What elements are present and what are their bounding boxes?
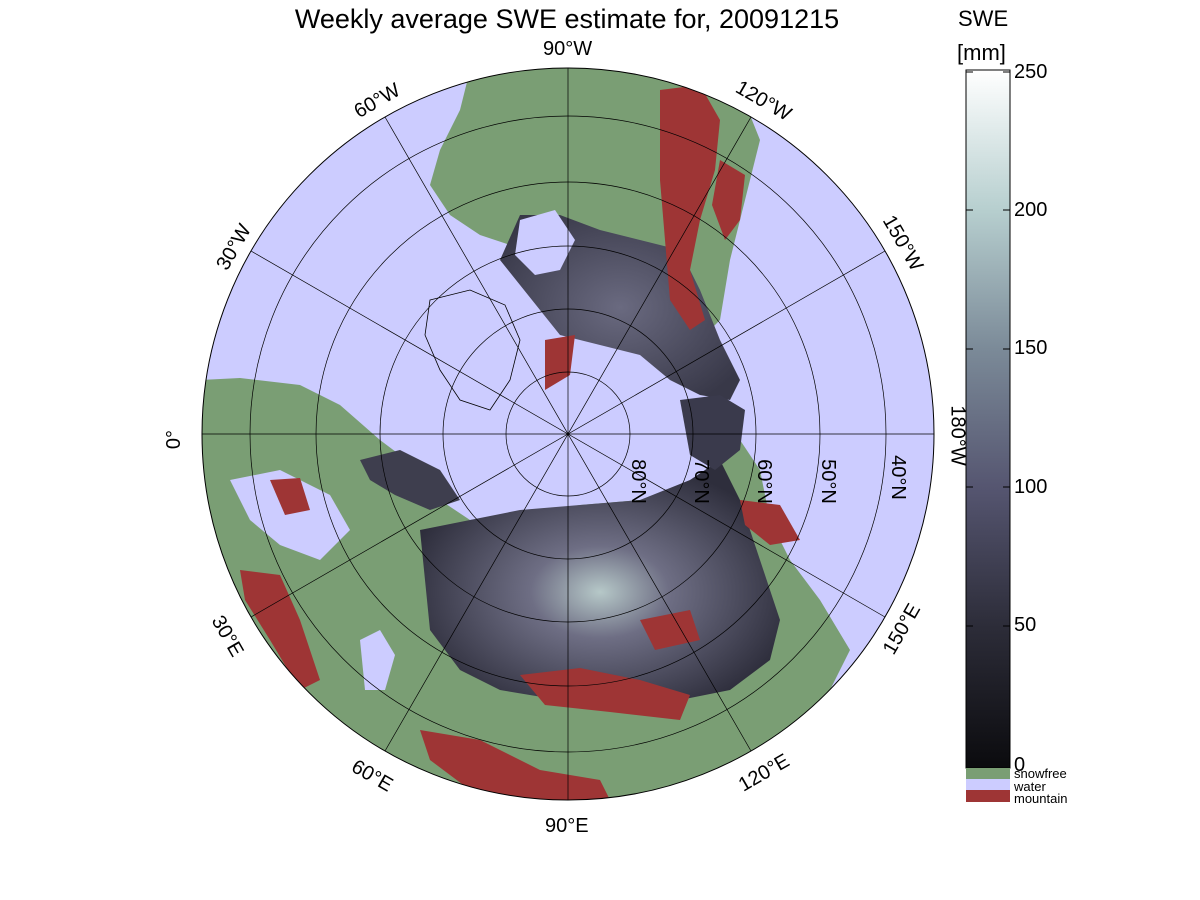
hudson-bay [515,210,575,275]
lat-label-80n: 80°N [626,459,649,504]
mediterranean-sea [230,470,350,560]
caspian-sea [360,630,395,690]
colorbar-tick-250: 250 [1014,61,1048,83]
lon-label-90w: 90°W [543,38,593,60]
map-border [201,67,935,801]
lat-label-50n: 50°N [816,459,839,504]
scandinavia-snow [360,450,460,510]
colorbar-title: SWE [958,6,1009,31]
colorbar [965,69,1011,769]
lon-label-0: 0° [163,429,186,450]
lon-label-90e: 90°E [545,815,589,837]
lat-label-40n: 40°N [886,455,909,500]
colorbar-tick-200: 200 [1014,199,1048,221]
legend-swatch-water [966,779,1010,790]
map-title: Weekly average SWE estimate for, 2009121… [294,4,840,34]
legend-label-water: water [1014,779,1046,794]
map-disk [202,68,934,800]
lat-label-60n: 60°N [752,459,775,504]
colorbar-units: [mm] [957,40,1006,65]
colorbar-tick-0: 0 [1014,754,1026,776]
lat-label-70n: 70°N [689,459,712,504]
colorbar-tick-100: 100 [1014,476,1048,498]
legend-swatch-mountain [966,790,1010,802]
colorbar-tick-150: 150 [1014,337,1048,359]
legend-label-snowfree: snowfree [1014,766,1067,781]
colorbar-ticks [966,71,1010,627]
mountain-regions [240,85,800,800]
alaska-snow [680,395,745,470]
meridians [202,68,934,800]
legend-swatch-snowfree [966,768,1010,779]
legend-label-mountain: mountain [1014,791,1068,806]
colorbar-tick-50: 50 [1014,614,1037,636]
lon-label-180w: 180°W [946,405,969,466]
